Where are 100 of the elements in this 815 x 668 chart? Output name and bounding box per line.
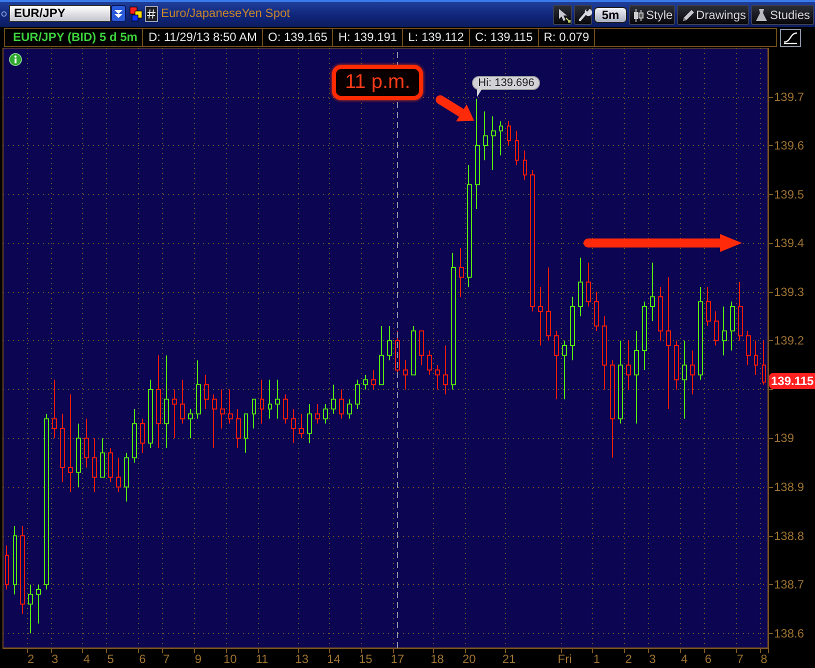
candlestick [132, 408, 137, 464]
text: C: 139.115 [470, 29, 539, 46]
x-tick-label: 2 [28, 652, 35, 666]
candlestick [762, 340, 766, 386]
candlestick [578, 257, 583, 317]
candlestick [156, 354, 161, 448]
candlestick [562, 340, 567, 400]
candlestick [44, 413, 49, 590]
y-tick-label: 139.5 [774, 187, 804, 202]
x-tick-label: 3 [649, 652, 656, 666]
y-tick-label: 138.7 [774, 578, 804, 592]
candlestick [84, 418, 89, 468]
candlestick [180, 379, 185, 424]
candlestick [299, 413, 304, 439]
candlestick [28, 584, 33, 634]
candlestick [491, 116, 496, 170]
candlestick [626, 340, 631, 390]
text: Drawings [696, 7, 746, 24]
candlestick [355, 379, 360, 410]
candlestick [411, 326, 416, 376]
chart-title: EUR/JPY (BID) 5 d 5m [5, 29, 144, 46]
candlestick [618, 340, 623, 424]
x-tick-label: 9 [194, 652, 202, 666]
text: H: 139.191 [333, 29, 404, 46]
x-tick-label: 3 [51, 652, 58, 666]
y-tick-label: 139 [774, 431, 794, 446]
x-tick-label: 4 [680, 652, 688, 666]
candlestick [546, 267, 551, 342]
candlestick [331, 384, 336, 414]
x-tick-label: 7 [163, 652, 170, 666]
x-tick-label: 20 [462, 652, 476, 666]
x-tick-label: Fri [558, 652, 572, 666]
candlestick [116, 457, 121, 492]
candlestick [746, 330, 751, 366]
candlestick [610, 360, 615, 458]
candlestick [347, 398, 352, 420]
candlestick [148, 379, 153, 448]
x-tick-label: 7 [736, 652, 744, 666]
candlestick [204, 374, 209, 410]
candlestick [427, 350, 432, 376]
y-tick-label: 138.9 [774, 480, 804, 494]
candlestick [530, 169, 535, 312]
candlestick [738, 282, 743, 342]
candlestick [443, 345, 448, 395]
candlestick [220, 388, 225, 429]
x-tick-label: 13 [295, 652, 309, 666]
candlestick [754, 340, 758, 376]
candlestick [658, 286, 663, 342]
x-tick-label: 11 [256, 652, 269, 666]
candlestick [52, 379, 57, 439]
candlestick [108, 448, 113, 483]
y-tick-label: 138.8 [774, 528, 804, 543]
candlestick [13, 526, 17, 595]
text: R: 0.079 [538, 29, 596, 46]
candlestick [666, 276, 671, 410]
text: Style [646, 7, 673, 24]
candlestick [268, 379, 272, 420]
candlestick [554, 330, 559, 400]
candlestick [714, 310, 719, 346]
candlestick [523, 150, 527, 180]
chart-subtitle: Euro/JapaneseYen Spot [161, 5, 290, 22]
x-tick-label: 1 [593, 652, 600, 666]
x-tick-label: 4 [83, 652, 90, 666]
candlestick [363, 374, 368, 390]
candlestick [706, 286, 711, 327]
candlestick [36, 584, 41, 624]
candlestick [515, 130, 519, 166]
candlestick [650, 262, 655, 322]
y-tick-label: 139.7 [774, 90, 804, 104]
candlestick [100, 438, 105, 478]
candlestick [483, 110, 488, 161]
candlestick [379, 326, 384, 386]
x-tick-label: 6 [704, 652, 712, 666]
x-tick-label: 17 [390, 652, 404, 666]
candlestick [92, 438, 97, 492]
text: 139.115 [769, 373, 815, 390]
text: Studies [770, 7, 810, 24]
candlestick [435, 364, 440, 390]
y-tick-label: 138.6 [774, 626, 804, 640]
y-tick-label: 139.2 [774, 334, 804, 348]
x-tick-label: 14 [327, 652, 341, 666]
candlestick [602, 316, 607, 390]
candlestick [698, 286, 703, 380]
candlestick [507, 120, 511, 146]
candlestick [451, 252, 456, 390]
candlestick [371, 369, 376, 390]
candlestick [172, 388, 177, 439]
candlestick [339, 388, 344, 420]
candlestick [68, 394, 73, 492]
candlestick [570, 296, 575, 361]
candlestick [252, 398, 256, 429]
candlestick [538, 286, 543, 346]
candlestick [403, 360, 408, 390]
candlestick [682, 340, 687, 420]
candlestick [722, 306, 727, 356]
annotation: 11 p.m. [332, 64, 424, 100]
candlestick [459, 248, 464, 298]
candlestick [690, 350, 695, 395]
text: D: 11/29/13 8:50 AM [143, 29, 263, 46]
candlestick [730, 301, 735, 351]
